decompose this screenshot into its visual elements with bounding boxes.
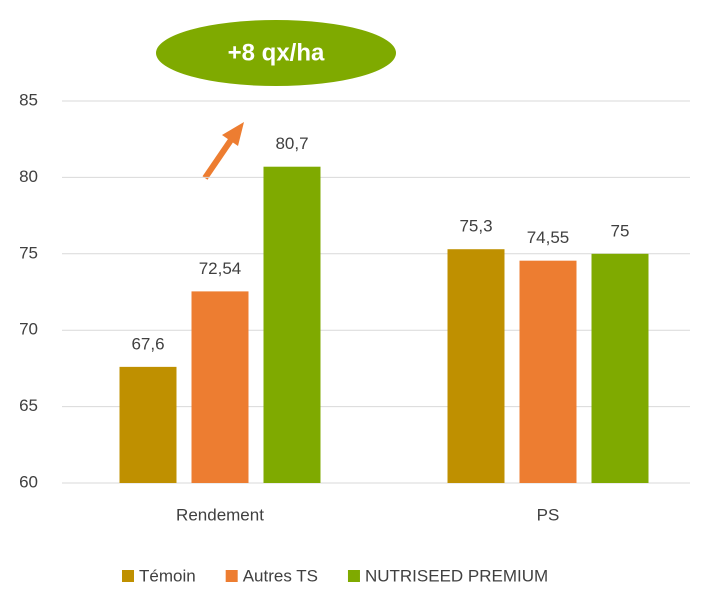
legend-label: Témoin <box>139 566 196 585</box>
legend-swatch <box>122 570 134 582</box>
annotation-bubble <box>156 20 396 86</box>
annotation: +8 qx/ha <box>228 39 325 66</box>
data-label: 74,55 <box>527 228 570 247</box>
y-tick-label: 70 <box>19 320 38 339</box>
bar <box>191 291 249 483</box>
data-label: 75,3 <box>459 217 492 236</box>
legend-swatch <box>347 570 360 582</box>
y-tick-label: 80 <box>19 167 38 186</box>
y-tick-label: 60 <box>19 472 38 491</box>
data-label: 72,54 <box>199 259 242 278</box>
arrow-shaft <box>202 135 236 180</box>
data-label: 75 <box>611 221 630 240</box>
y-tick-label: 65 <box>19 396 38 415</box>
x-tick-label: Rendement <box>176 505 264 524</box>
x-tick-label: PS <box>537 505 560 524</box>
data-label: 80,7 <box>275 134 308 153</box>
bar <box>591 253 649 483</box>
legend-swatch <box>225 570 238 582</box>
bar <box>519 260 577 483</box>
y-tick-label: 85 <box>19 90 38 109</box>
arrow-head <box>222 122 244 146</box>
bar <box>119 366 177 483</box>
bar <box>263 166 321 484</box>
data-label: 67,6 <box>131 334 164 353</box>
bar <box>447 249 505 483</box>
legend-label: Autres TS <box>243 566 318 585</box>
y-tick-label: 75 <box>19 243 38 262</box>
legend-label: NUTRISEED PREMIUM <box>365 566 548 585</box>
